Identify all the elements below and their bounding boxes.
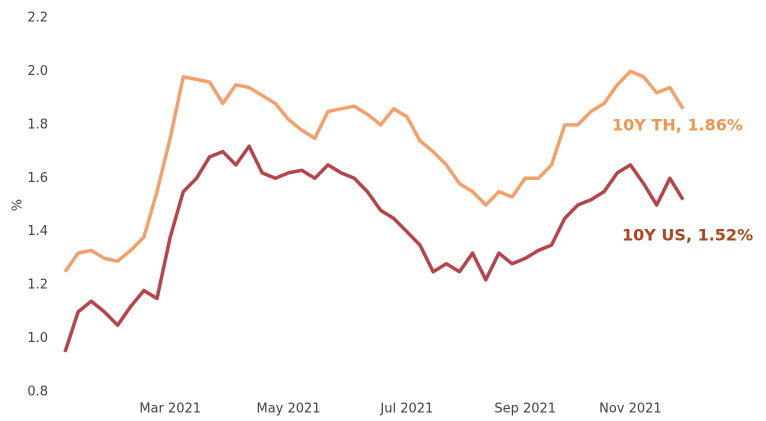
y-tick-label: 2.0	[27, 64, 48, 79]
y-tick-label: 1.0	[27, 331, 48, 346]
x-tick-label: Mar 2021	[139, 402, 201, 417]
y-tick-label: 1.6	[27, 171, 48, 186]
x-tick-label: Sep 2021	[494, 402, 556, 417]
y-axis-label: %	[11, 199, 26, 211]
line-series	[63, 144, 685, 353]
x-tick-label: Nov 2021	[599, 402, 662, 417]
x-tick-label: May 2021	[256, 402, 320, 417]
y-tick-label: 1.2	[27, 278, 48, 293]
line-series	[63, 69, 685, 273]
y-tick-label: 1.8	[27, 117, 48, 132]
y-tick-label: 0.8	[27, 385, 48, 400]
series-annotation: 10Y TH, 1.86%	[612, 116, 743, 135]
y-tick-label: 2.2	[27, 11, 48, 26]
series-annotation: 10Y US, 1.52%	[622, 226, 753, 245]
y-tick-label: 1.4	[27, 224, 48, 239]
x-tick-label: Jul 2021	[379, 402, 433, 417]
